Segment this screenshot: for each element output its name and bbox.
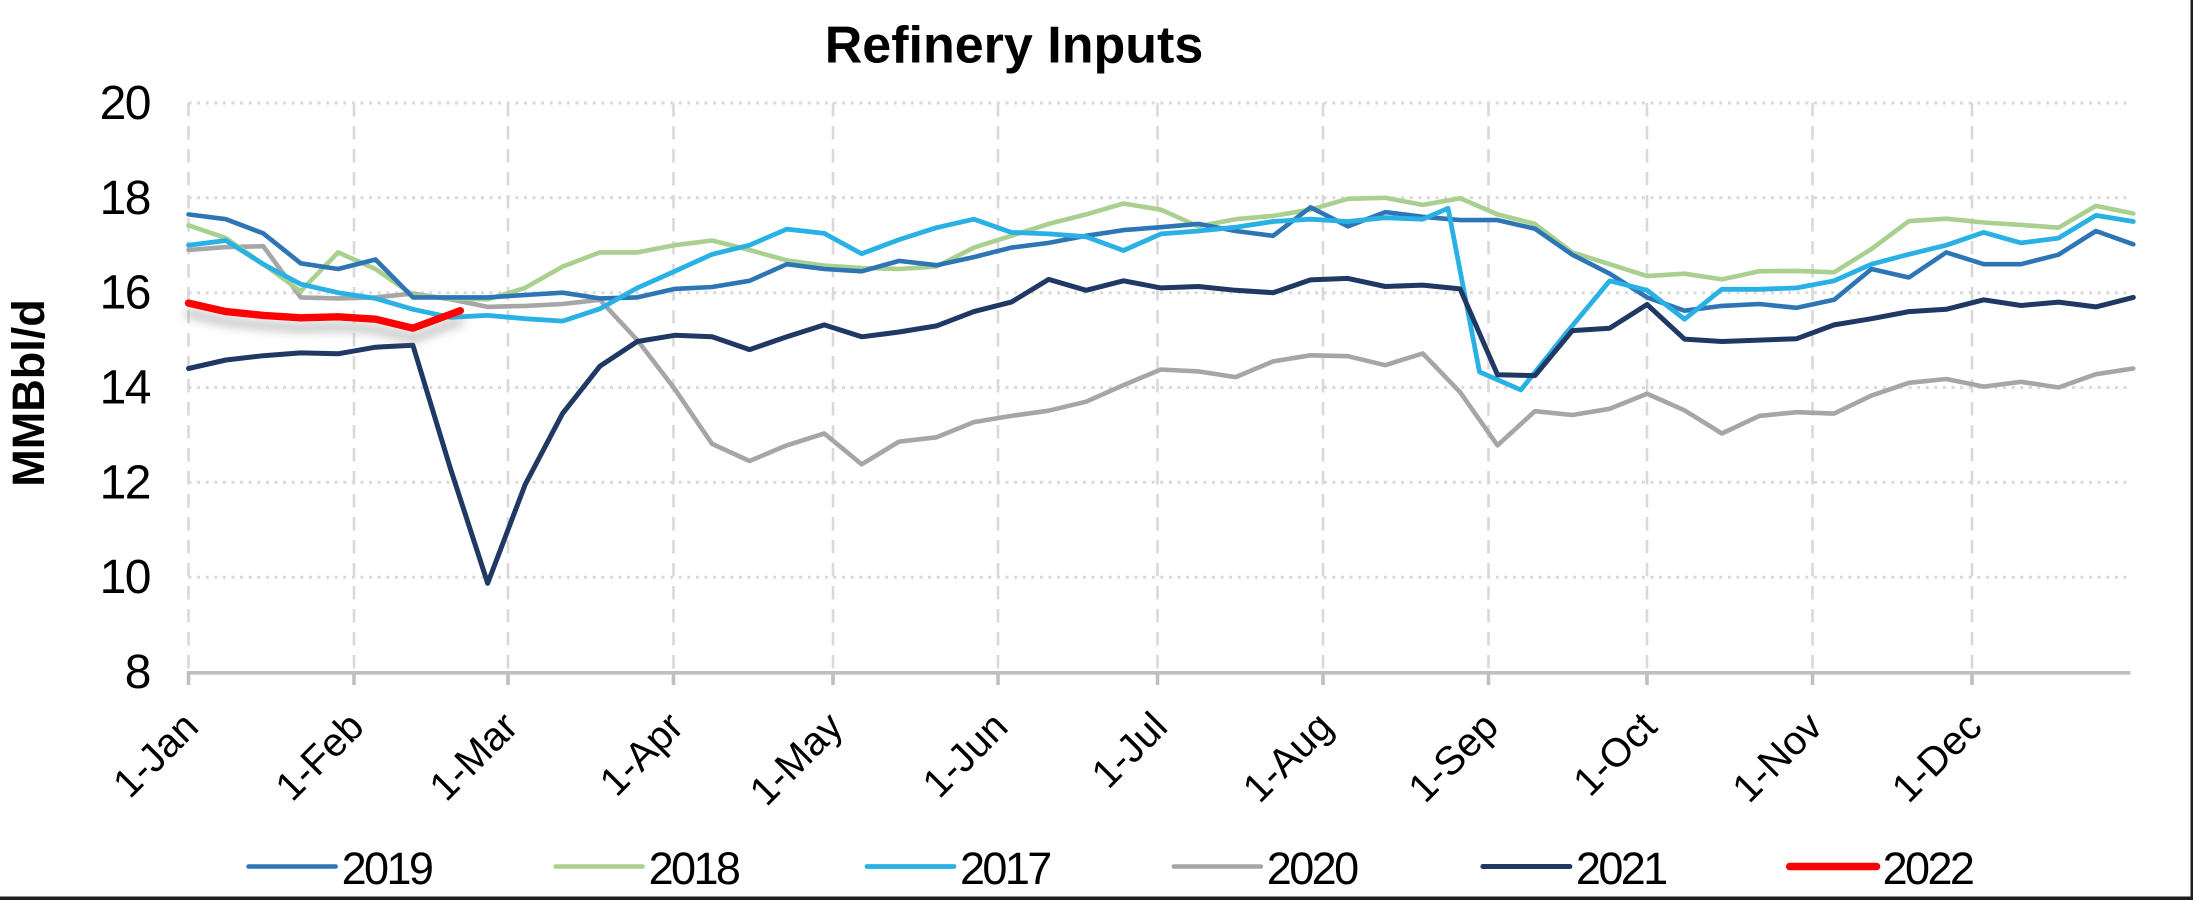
svg-text:12: 12 [100,456,150,509]
svg-text:14: 14 [100,362,151,415]
svg-text:2018: 2018 [649,843,740,894]
svg-text:18: 18 [100,172,150,225]
svg-text:2019: 2019 [342,843,432,894]
svg-text:20: 20 [100,77,150,130]
svg-text:16: 16 [100,267,150,320]
svg-text:2017: 2017 [960,843,1050,894]
svg-text:8: 8 [125,646,150,699]
svg-text:Refinery Inputs: Refinery Inputs [825,17,1204,75]
svg-text:2021: 2021 [1576,843,1666,894]
svg-text:MMBbl/d: MMBbl/d [3,299,54,486]
svg-text:2020: 2020 [1267,843,1358,894]
svg-text:10: 10 [100,551,150,604]
svg-text:2022: 2022 [1883,843,1973,894]
